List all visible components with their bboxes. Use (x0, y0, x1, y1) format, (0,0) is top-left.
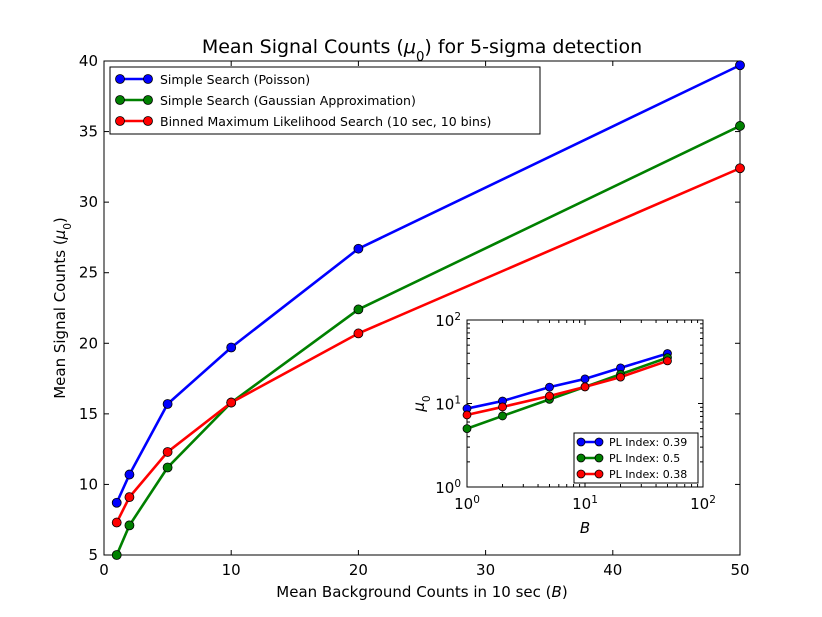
data-point (124, 520, 135, 531)
inset-data-point (663, 356, 672, 366)
y-tick-label: 10 (79, 475, 98, 493)
data-point (735, 121, 745, 131)
legend-marker (115, 74, 125, 84)
inset-data-point (545, 382, 554, 392)
data-point (111, 497, 122, 508)
data-point (353, 304, 364, 315)
y-axis-label: Mean Signal Counts (μ0) (51, 217, 74, 399)
inset-data-point (580, 382, 590, 392)
data-point (735, 60, 745, 71)
legend-label: Simple Search (Poisson) (160, 72, 310, 87)
inset-legend-label: PL Index: 0.38 (609, 468, 687, 481)
inset-legend-marker (594, 469, 604, 479)
legend-label: Binned Maximum Likelihood Search (10 sec… (160, 114, 491, 129)
legend-marker (143, 116, 153, 126)
inset-y-tick-label: 100 (435, 478, 461, 497)
y-tick-label: 25 (79, 264, 98, 282)
inset-legend-marker (576, 437, 586, 447)
data-point (111, 517, 122, 528)
inset-x-axis-label: B (580, 519, 590, 537)
data-point (226, 342, 237, 353)
x-tick-label: 40 (603, 561, 622, 579)
y-tick-label: 20 (79, 334, 98, 352)
data-point (124, 492, 135, 503)
inset-legend-marker (594, 437, 604, 447)
data-point (735, 163, 745, 174)
y-tick-label: 15 (79, 405, 98, 423)
inset-legend-label: PL Index: 0.39 (609, 436, 687, 449)
inset-legend-marker (576, 469, 586, 479)
x-tick-label: 0 (99, 561, 109, 579)
inset-data-point (462, 410, 472, 420)
y-tick-label: 5 (88, 546, 98, 564)
legend-marker (143, 74, 153, 84)
inset-legend-marker (576, 453, 586, 463)
data-point (226, 397, 237, 408)
inset-legend-label: PL Index: 0.5 (609, 452, 680, 465)
inset-y-tick-label: 101 (435, 395, 461, 414)
inset-x-tick-label: 101 (572, 494, 598, 513)
inset-data-point (462, 424, 472, 434)
chart-title: Mean Signal Counts (μ0) for 5-sigma dete… (202, 36, 642, 65)
main-plot: 0 10 20 30 40 50 5 10 15 20 25 30 35 40 Mean Signal Co… (51, 36, 750, 601)
inset-series-line (466, 356, 668, 430)
legend-marker (143, 95, 153, 105)
data-point (353, 328, 364, 339)
legend-box (109, 66, 541, 135)
inset-data-point (498, 402, 507, 412)
x-tick-label: 20 (349, 561, 368, 579)
x-tick-label: 30 (476, 561, 495, 579)
inset-x-tick-label: 100 (454, 494, 480, 513)
y-tick-label: 30 (79, 193, 98, 211)
inset-plot: 100 101 102 100 101 102 Bμ0 PL Index: 0.39 PL In… (410, 311, 716, 537)
data-point (124, 469, 135, 480)
data-point (162, 447, 173, 457)
inset-y-axis-label: μ0 (410, 395, 433, 412)
data-point (162, 462, 173, 473)
series-line (115, 64, 740, 504)
legend-label: Simple Search (Gaussian Approximation) (160, 93, 416, 108)
x-tick-label: 50 (730, 561, 749, 579)
inset-series-line (466, 352, 668, 410)
inset-series-line (466, 359, 668, 417)
inset-x-tick-label: 102 (690, 494, 716, 513)
legend-marker (115, 116, 125, 126)
legend-marker (115, 95, 125, 105)
y-tick-label: 40 (79, 52, 98, 70)
data-point (353, 243, 364, 254)
series-line (115, 124, 740, 555)
inset-data-point (545, 391, 554, 401)
x-axis-label: Mean Background Counts in 10 sec (B) (276, 583, 567, 601)
inset-data-point (616, 372, 625, 382)
data-point (162, 399, 173, 409)
x-tick-label: 10 (222, 561, 241, 579)
y-tick-label: 35 (79, 123, 98, 141)
inset-y-tick-label: 102 (435, 311, 461, 330)
inset-data-point (580, 374, 590, 384)
inset-data-point (498, 411, 507, 421)
inset-legend-marker (594, 453, 604, 463)
data-point (111, 550, 122, 560)
